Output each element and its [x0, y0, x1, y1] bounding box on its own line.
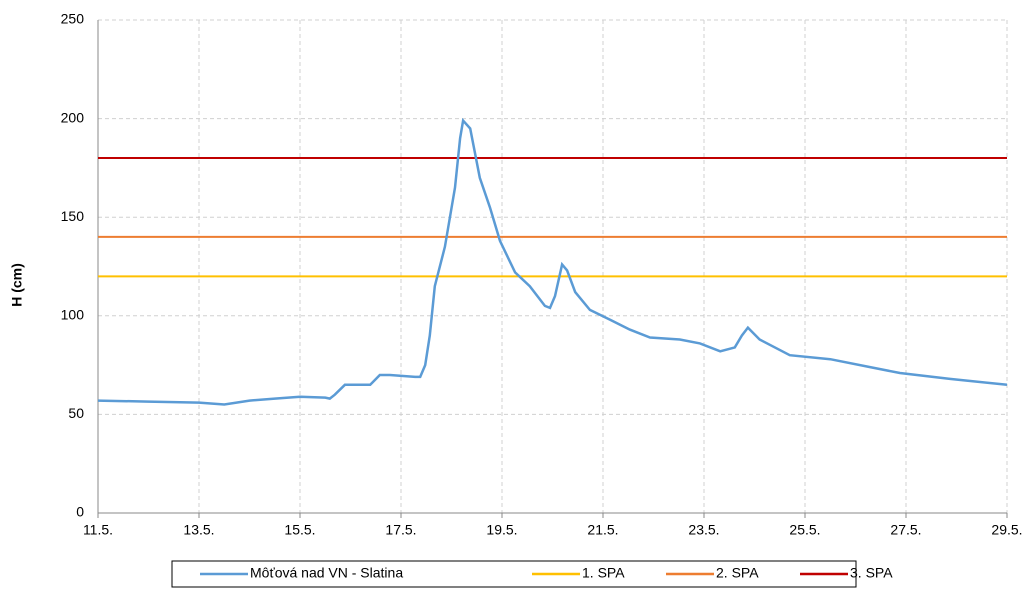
legend-label: Môťová nad VN - Slatina — [250, 565, 403, 581]
x-tick-label: 21.5. — [587, 522, 618, 538]
x-tick-label: 15.5. — [284, 522, 315, 538]
legend-box — [171, 560, 857, 588]
x-tick-label: 27.5. — [890, 522, 921, 538]
legend-label: 3. SPA — [850, 565, 893, 581]
y-tick-label: 100 — [61, 307, 85, 323]
y-tick-label: 150 — [61, 208, 85, 224]
y-tick-label: 50 — [68, 405, 84, 421]
legend-label: 2. SPA — [716, 565, 759, 581]
x-tick-label: 25.5. — [789, 522, 820, 538]
y-axis-label: H (cm) — [9, 263, 25, 307]
x-tick-label: 11.5. — [83, 522, 113, 538]
x-tick-label: 29.5. — [991, 522, 1022, 538]
y-tick-label: 200 — [61, 109, 85, 125]
y-tick-label: 250 — [61, 11, 85, 27]
x-tick-label: 13.5. — [183, 522, 214, 538]
legend-label: 1. SPA — [582, 565, 625, 581]
y-tick-label: 0 — [76, 504, 84, 520]
series-line — [97, 117, 1008, 406]
x-tick-label: 23.5. — [688, 522, 719, 538]
x-tick-label: 19.5. — [486, 522, 517, 538]
x-tick-label: 17.5. — [385, 522, 416, 538]
plot-area — [98, 20, 1007, 513]
